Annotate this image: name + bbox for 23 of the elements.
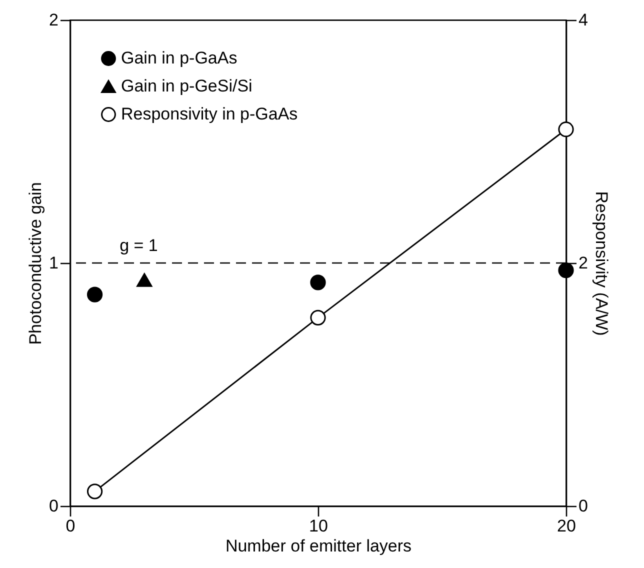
y-tick-label: 1 [49, 254, 58, 272]
x-tick-label: 10 [309, 516, 328, 536]
y2-tick-label: 4 [578, 10, 588, 30]
legend-label: Gain in p-GeSi/Si [121, 76, 252, 96]
point [86, 484, 103, 500]
y-axis-title: Photoconductive gain [26, 182, 46, 345]
legend-label: Gain in p-GaAs [121, 48, 238, 68]
y-tick-label: 2 [49, 10, 58, 30]
legend-label: Responsivity in p-GaAs [121, 104, 298, 124]
ref-line-label: g = 1 [120, 236, 158, 255]
x-tick-label: 0 [66, 516, 76, 536]
y-tick-label: 0 [49, 496, 58, 516]
y2-axis-title: Responsivity (A/W) [592, 191, 611, 336]
point [310, 274, 326, 290]
point [558, 122, 574, 138]
point [86, 286, 103, 302]
point [558, 262, 574, 278]
point [310, 310, 326, 326]
y2-tick-label: 0 [578, 496, 588, 516]
x-axis-title: Number of emitter layers [225, 536, 412, 556]
y2-tick-label: 2 [578, 254, 588, 272]
point [136, 273, 152, 287]
x-tick-label: 20 [557, 516, 576, 536]
